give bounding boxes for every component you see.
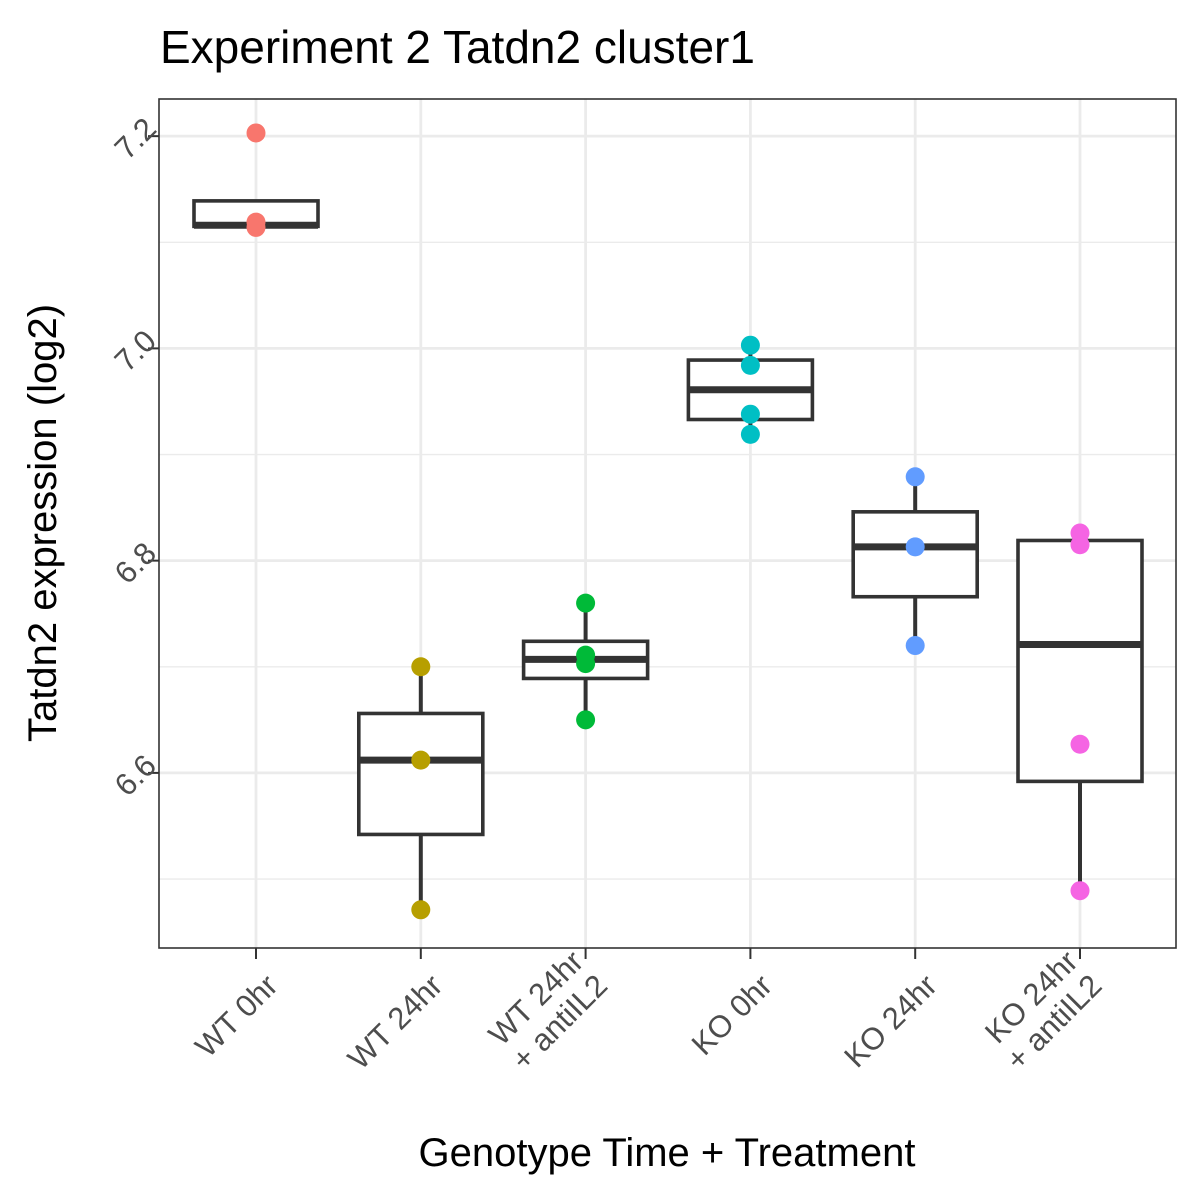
x-tick-label: KO 24hr — [837, 968, 943, 1074]
y-tick-label: 6.8 — [108, 535, 163, 590]
data-point — [740, 404, 760, 424]
y-tick-label: 6.6 — [108, 748, 163, 803]
plot-panel — [159, 99, 1176, 948]
data-point — [246, 217, 266, 237]
data-point — [1070, 535, 1090, 555]
category-group — [356, 666, 485, 910]
y-tick-label: 7.2 — [108, 111, 163, 166]
x-tick-label: KO 0hr — [685, 968, 779, 1062]
x-tick-label: KO 24hr+ antiIL2 — [975, 944, 1108, 1077]
data-point — [1070, 881, 1090, 901]
y-tick-label: 7.0 — [108, 323, 163, 378]
data-point — [576, 593, 596, 613]
x-tick-label: WT 24hr — [341, 968, 449, 1076]
y-axis-title: Tatdn2 expression (log2) — [21, 304, 65, 742]
x-tick-label: WT 0hr — [188, 968, 284, 1064]
x-tick-label: WT 24hr+ antiIL2 — [481, 944, 614, 1077]
data-point — [246, 123, 266, 143]
data-point — [905, 537, 925, 557]
data-point — [905, 636, 925, 656]
data-point — [576, 710, 596, 730]
iqr-box — [356, 711, 485, 837]
data-point — [411, 657, 431, 677]
points — [246, 123, 1090, 920]
chart-title: Experiment 2 Tatdn2 cluster1 — [160, 21, 755, 73]
data-point — [1070, 734, 1090, 754]
data-point — [411, 900, 431, 920]
data-point — [905, 467, 925, 487]
data-point — [411, 750, 431, 770]
data-point — [740, 424, 760, 444]
data-point — [576, 654, 596, 674]
x-axis-title: Genotype Time + Treatment — [419, 1131, 916, 1175]
data-point — [740, 355, 760, 375]
panel-border — [158, 98, 1177, 949]
data-point — [740, 335, 760, 355]
